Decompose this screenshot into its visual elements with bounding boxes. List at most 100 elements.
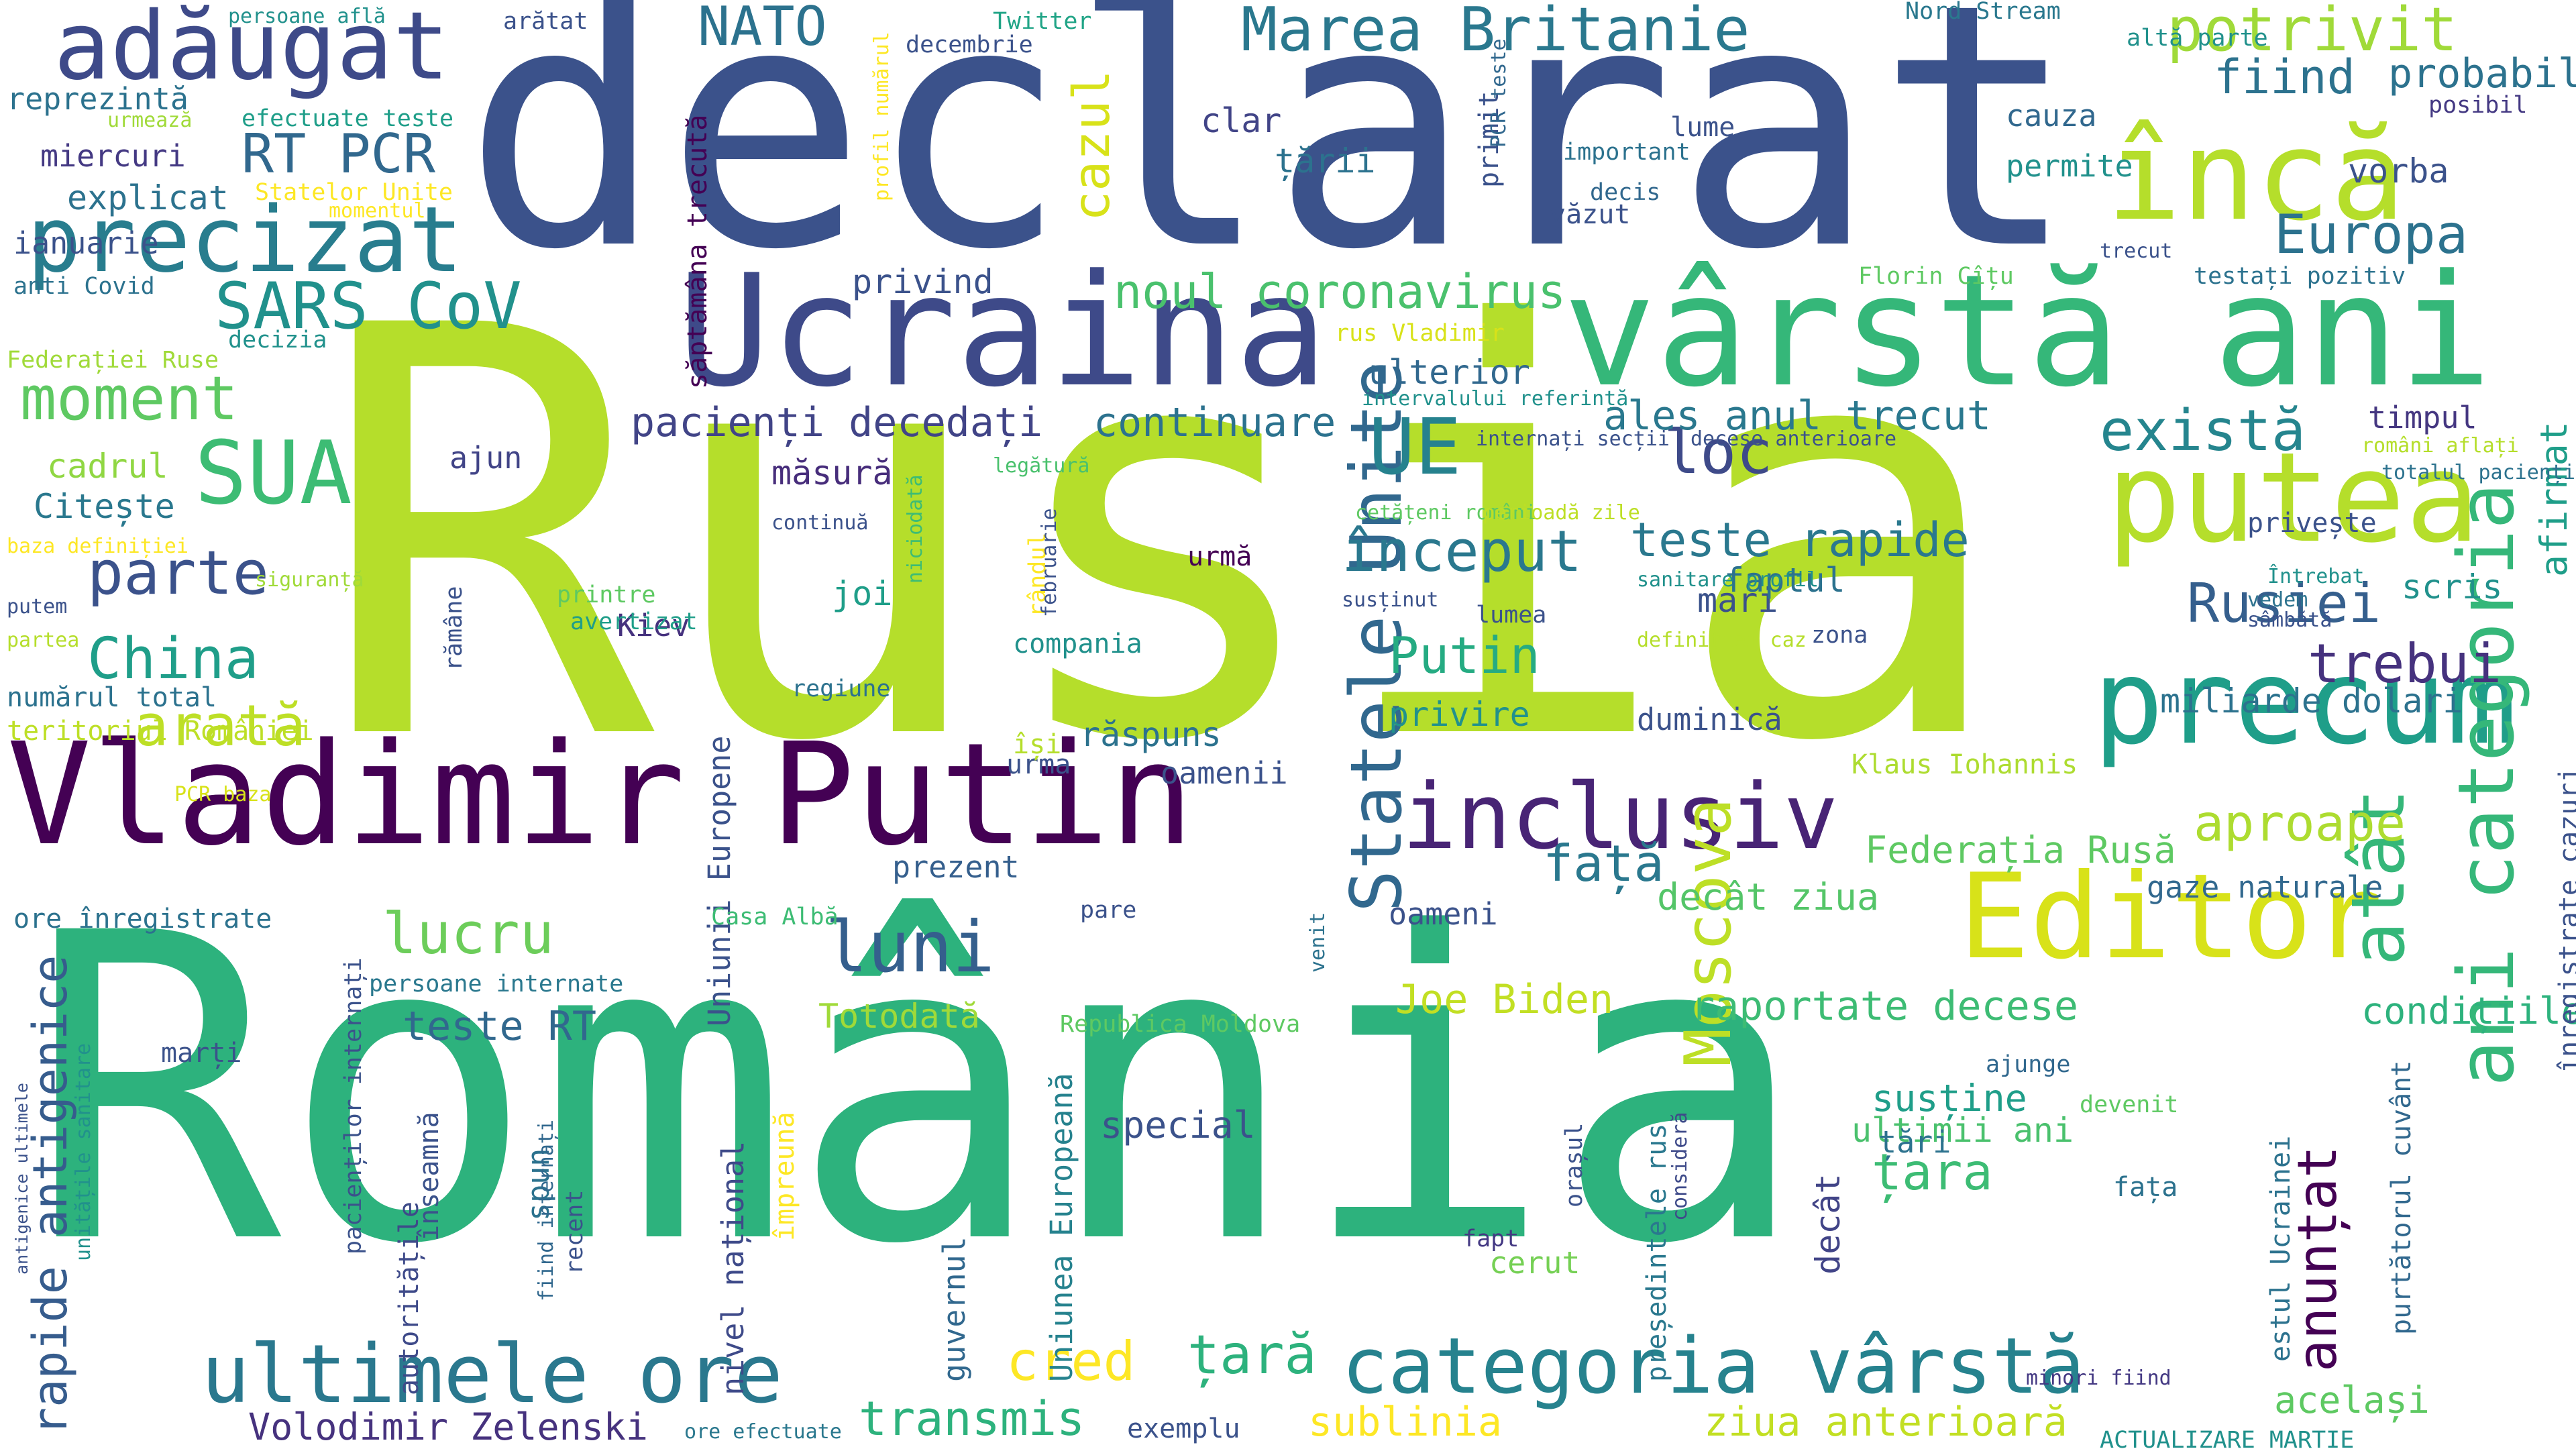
cloud-word: Nord Stream [1905, 0, 2061, 25]
cloud-word: Uniunea Europeană [1044, 1073, 1079, 1382]
cloud-word: timpul [2368, 400, 2477, 435]
cloud-word: decis [1590, 179, 1661, 206]
cloud-word: Twitter [993, 8, 1092, 35]
cloud-word: arată [134, 693, 306, 759]
cloud-word: partea [7, 629, 80, 652]
cloud-word: cetățeni români [1355, 501, 1537, 525]
cloud-word: țării [1275, 142, 1376, 180]
cloud-word: văzut [1550, 199, 1631, 230]
cloud-word: PCR teste [1487, 38, 1511, 148]
cloud-word: vârstă ani [1563, 242, 2492, 421]
cloud-word: privește [2247, 508, 2377, 539]
cloud-word: autoritățile [394, 1201, 425, 1395]
cloud-word: purtătorul cuvânt [2386, 1060, 2417, 1335]
cloud-word: ACTUALIZARE MARTIE [2100, 1427, 2355, 1449]
cloud-word: transmis [859, 1391, 1085, 1446]
cloud-word: ales anul trecut [1603, 392, 1991, 439]
cloud-word: clar [1201, 101, 1282, 140]
cloud-word: ziua anterioară [1704, 1399, 2068, 1446]
cloud-word: RT PCR [241, 123, 435, 185]
cloud-word: cauza [2006, 98, 2097, 133]
cloud-word: consideră [1668, 1112, 1692, 1221]
cloud-word: cerut [1489, 1245, 1580, 1281]
cloud-word: joi [832, 574, 893, 613]
cloud-word: siguranță [255, 568, 364, 592]
cloud-word: început [1342, 519, 1582, 585]
cloud-word: orașul [1561, 1122, 1588, 1208]
cloud-word: Statelor Unite [255, 179, 453, 206]
cloud-word: lume [1670, 112, 1735, 143]
cloud-word: profil numărul [870, 32, 894, 201]
cloud-word: momentul [329, 199, 426, 223]
cloud-word: NATO [698, 0, 827, 58]
cloud-word: explicat [67, 178, 229, 217]
cloud-word: totalul pacienților [2381, 461, 2576, 484]
cloud-word: Uniunii Europene [702, 735, 737, 1026]
cloud-word: numărul total [7, 682, 217, 713]
cloud-word: Volodimir Zelenski [248, 1405, 649, 1448]
cloud-word: sâmbătă [2247, 608, 2332, 632]
cloud-word: intervalului referință [1362, 387, 1629, 411]
cloud-word: aproape [2194, 794, 2406, 853]
cloud-word: susține [1872, 1077, 2027, 1120]
cloud-word: PCR baza [174, 783, 272, 806]
cloud-word: vedem [2247, 588, 2308, 612]
cloud-word: își [1013, 729, 1062, 760]
cloud-word: oameni [1389, 896, 1498, 932]
cloud-word: reprezintă [7, 81, 189, 117]
cloud-word: putem [7, 595, 68, 619]
cloud-word: mari [1697, 581, 1778, 620]
cloud-word: februarie [1038, 508, 1061, 617]
cloud-word: același [2274, 1379, 2430, 1421]
cloud-word: special [1100, 1104, 1256, 1146]
cloud-word: ore efectuate [684, 1420, 842, 1444]
cloud-word: persoane află [228, 5, 386, 28]
cloud-word: înregistrate cazuri [2554, 766, 2576, 1073]
cloud-word: ajun [449, 440, 523, 476]
cloud-word: miercuri [40, 138, 186, 174]
cloud-word: antigenice ultimele [12, 1083, 32, 1275]
cloud-word: moment [20, 364, 239, 434]
cloud-word: continuare [1093, 399, 1336, 446]
cloud-word: efectuate teste [241, 105, 454, 132]
cloud-word: decembrie [906, 32, 1033, 58]
cloud-word: fiind internați [535, 1120, 558, 1301]
cloud-word: teritoriul României [7, 716, 314, 747]
cloud-word: Ucraina [678, 242, 1328, 421]
cloud-word: Marea Britanie [1241, 0, 1750, 65]
cloud-word: continuă [771, 511, 869, 535]
cloud-word: teste RT [402, 1003, 596, 1050]
cloud-word: lumea [1476, 602, 1547, 629]
cloud-word: există [2100, 398, 2306, 464]
cloud-word: Întrebat [2267, 565, 2365, 588]
cloud-word: posibil [2428, 92, 2528, 119]
cloud-word: categoria vârstă [1342, 1322, 2085, 1411]
cloud-word: Federației Ruse [7, 347, 219, 374]
cloud-word: avertizat [570, 608, 698, 635]
cloud-word: Casa Albă [711, 904, 839, 930]
cloud-word: nivel național [715, 1140, 751, 1395]
cloud-word: minori fiind [2026, 1366, 2171, 1390]
cloud-word: Klaus Iohannis [1851, 749, 2078, 780]
cloud-word: ianuarie [13, 225, 159, 261]
cloud-word: parte [87, 538, 269, 608]
cloud-word: țară [1187, 1324, 1317, 1386]
cloud-word: precum [2093, 635, 2518, 771]
cloud-word: decât [1809, 1173, 1847, 1275]
cloud-word: fiind [2214, 50, 2355, 105]
cloud-word: Europa [2274, 203, 2468, 266]
cloud-word: putea [2106, 425, 2480, 570]
cloud-word: anunțat [2286, 1145, 2349, 1372]
cloud-word: China [87, 626, 259, 692]
cloud-word: trecut [2100, 239, 2173, 263]
cloud-word: rămâne [441, 586, 468, 671]
cloud-word: anti Covid [13, 273, 155, 300]
cloud-word: definiției caz [1637, 629, 1807, 652]
cloud-word: rapide antigenice [23, 955, 78, 1436]
cloud-word: inclusiv [1402, 764, 1839, 869]
cloud-word: decizia [228, 327, 327, 354]
cloud-word: trebui [2308, 633, 2502, 695]
cloud-word: Florin Cîțu [1858, 263, 2014, 290]
cloud-word: altă parte [2127, 25, 2268, 52]
